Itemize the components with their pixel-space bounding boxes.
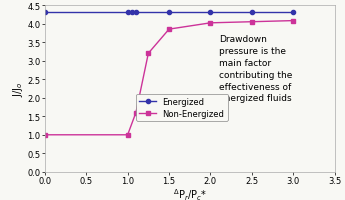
- Non-Energized: [250, 21, 254, 24]
- X-axis label: $^{\Delta}$P$_r$/P$_c$*: $^{\Delta}$P$_r$/P$_c$*: [173, 186, 207, 200]
- Energized: [126, 12, 130, 15]
- Non-Energized: [43, 134, 47, 136]
- Energized: [134, 12, 138, 15]
- Energized: [208, 12, 213, 15]
- Y-axis label: J/J$_o$: J/J$_o$: [11, 81, 24, 97]
- Non-Energized: [126, 134, 130, 136]
- Non-Energized: [208, 23, 213, 25]
- Non-Energized: [291, 20, 295, 23]
- Non-Energized: [134, 112, 138, 114]
- Line: Non-Energized: Non-Energized: [43, 19, 295, 137]
- Non-Energized: [146, 53, 150, 55]
- Text: Drawdown
pressure is the
main factor
contributing the
effectiveness of
energized: Drawdown pressure is the main factor con…: [219, 35, 292, 103]
- Energized: [130, 12, 134, 15]
- Legend: Energized, Non-Energized: Energized, Non-Energized: [136, 94, 228, 121]
- Line: Energized: Energized: [43, 11, 295, 15]
- Energized: [291, 12, 295, 15]
- Non-Energized: [167, 29, 171, 31]
- Energized: [43, 12, 47, 15]
- Energized: [250, 12, 254, 15]
- Energized: [167, 12, 171, 15]
